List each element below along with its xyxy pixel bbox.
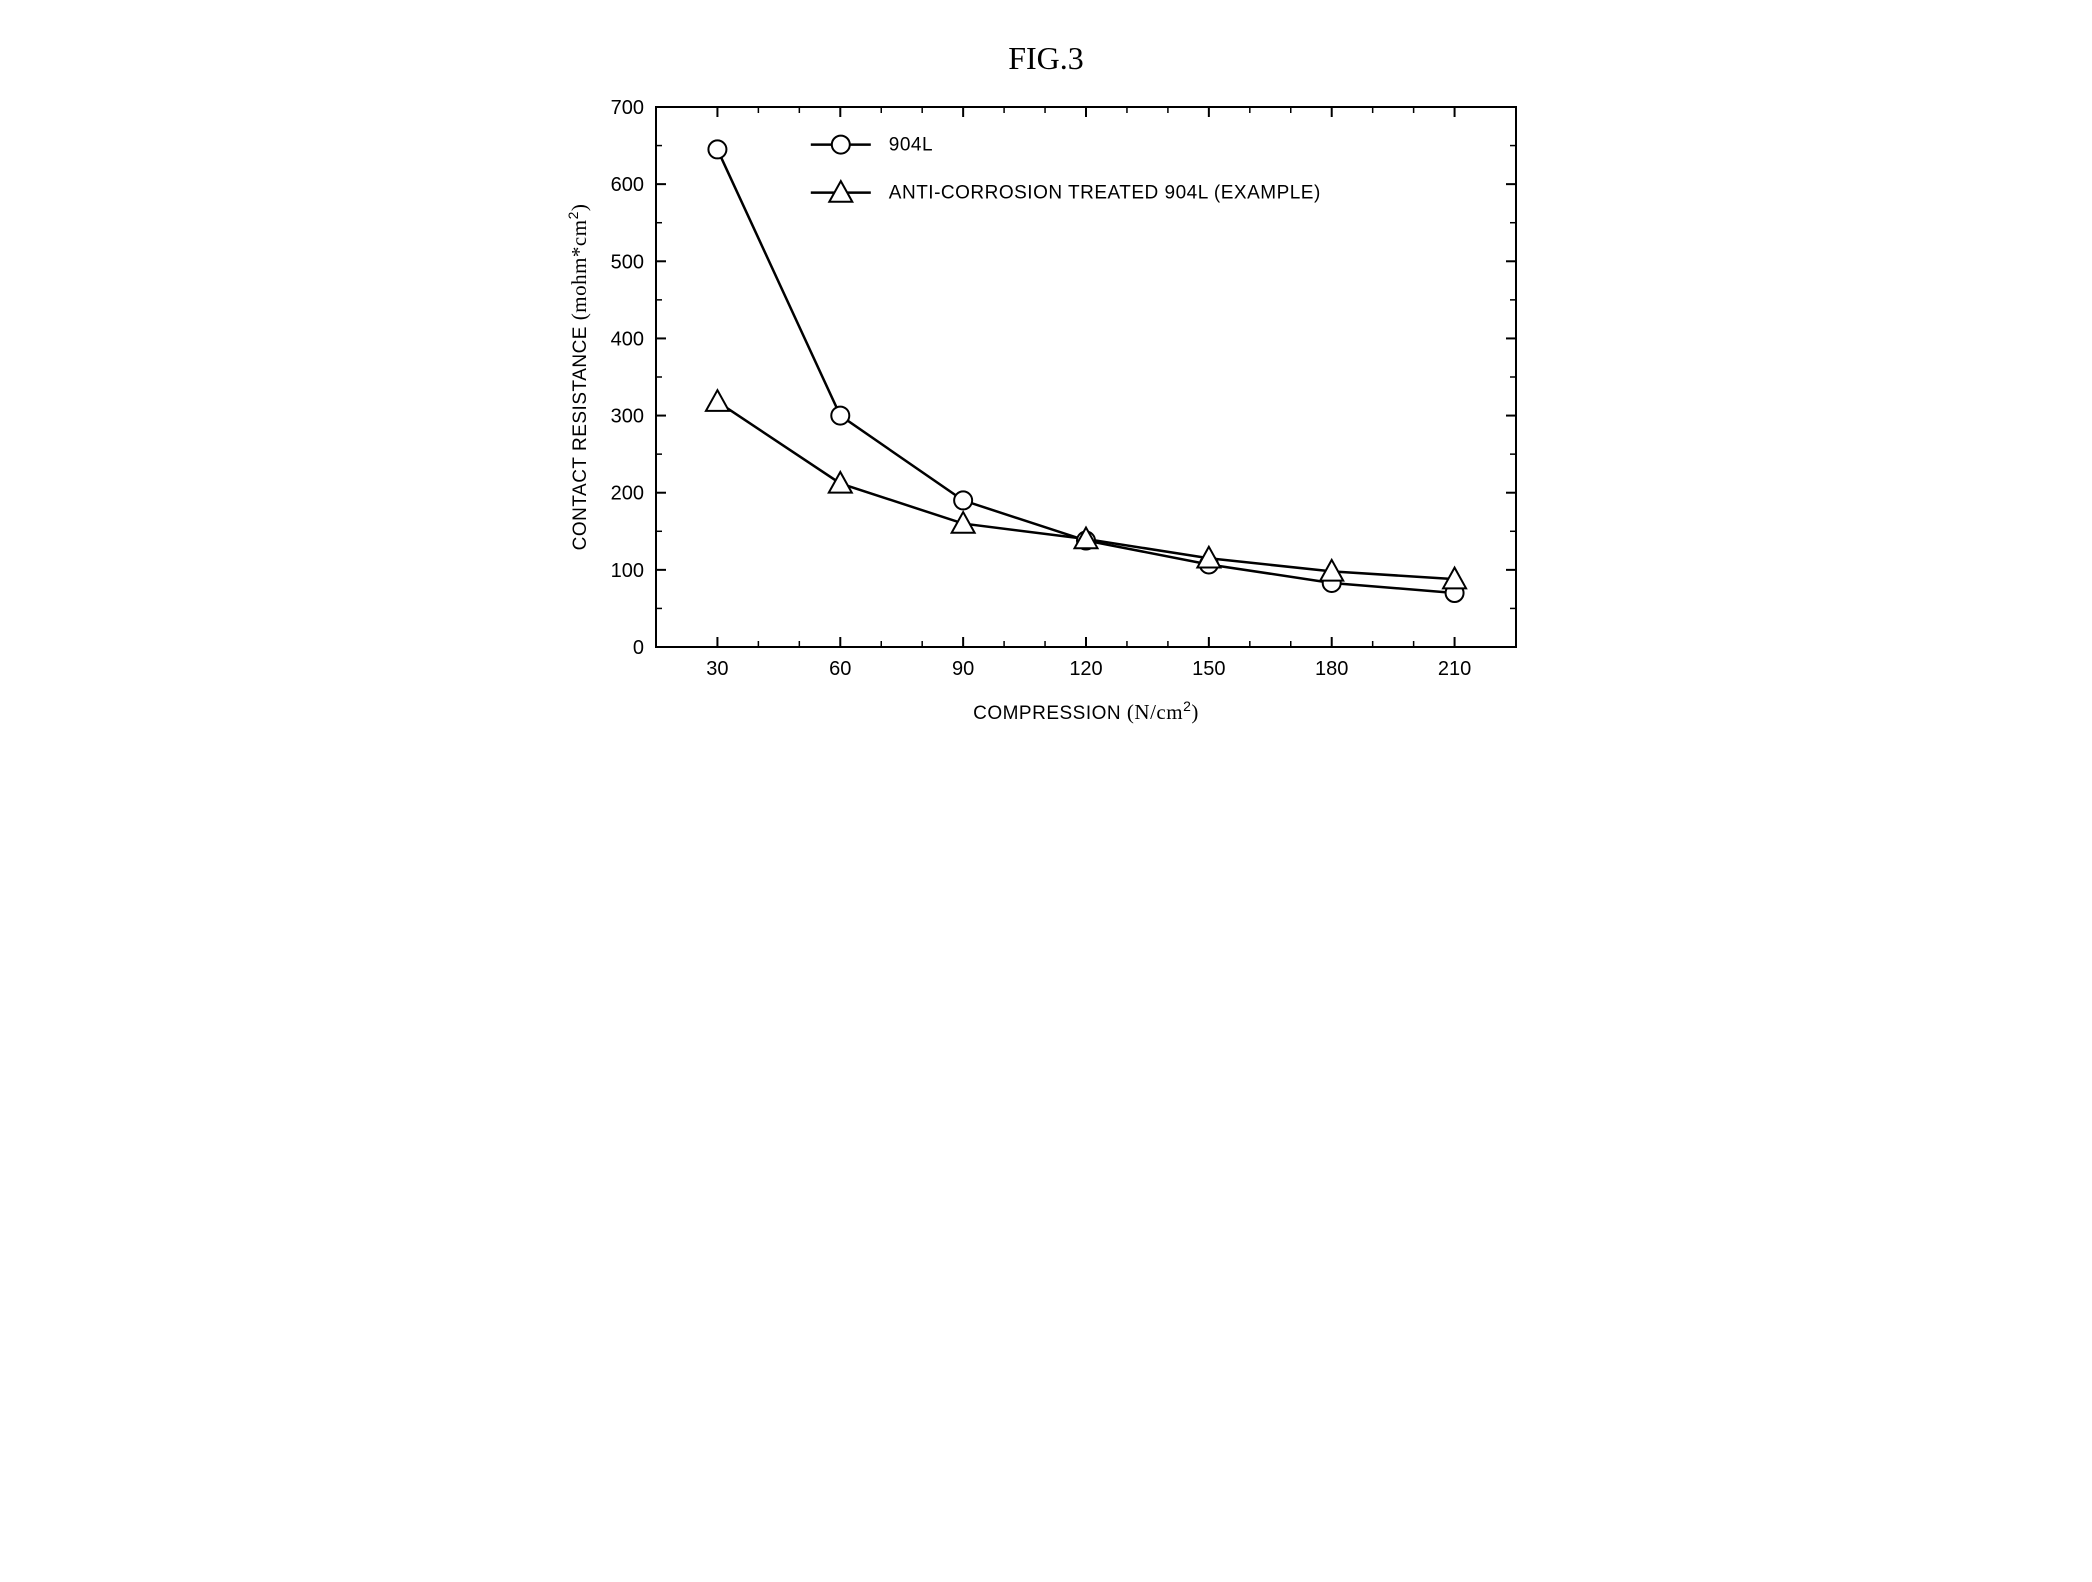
x-tick-label: 30 <box>706 658 728 680</box>
x-tick-label: 150 <box>1192 658 1225 680</box>
x-tick-label: 60 <box>829 658 851 680</box>
y-tick-label: 400 <box>611 328 644 350</box>
x-axis-label: COMPRESSION (N/cm2) <box>973 698 1199 724</box>
y-axis-label: CONTACT RESISTANCE (mohm*cm2) <box>565 204 591 551</box>
svg-text:CONTACT RESISTANCE (mohm*cm2): CONTACT RESISTANCE (mohm*cm2) <box>565 204 591 551</box>
x-tick-label: 120 <box>1069 658 1102 680</box>
y-tick-label: 0 <box>633 637 644 659</box>
chart-svg: 0 100 200 300 400 500 600 700 30 60 90 120 150 180 210… <box>546 97 1536 787</box>
x-tick-label: 180 <box>1315 658 1348 680</box>
y-tick-label: 300 <box>611 406 644 428</box>
x-tick-label: 210 <box>1438 658 1471 680</box>
figure-title: FIG.3 <box>546 40 1546 77</box>
y-tick-label: 200 <box>611 483 644 505</box>
y-tick-label: 600 <box>611 174 644 196</box>
legend-label: ANTI-CORROSION TREATED 904L (EXAMPLE) <box>889 183 1321 204</box>
y-tick-label: 500 <box>611 251 644 273</box>
y-tick-label: 700 <box>611 97 644 119</box>
legend-label: 904L <box>889 135 933 156</box>
figure-container: FIG.3 0 100 200 300 400 500 600 700 30 60 90 120 150… <box>546 40 1546 777</box>
chart-area: 0 100 200 300 400 500 600 700 30 60 90 120 150 180 210… <box>546 97 1546 777</box>
y-tick-label: 100 <box>611 560 644 582</box>
x-tick-label: 90 <box>952 658 974 680</box>
